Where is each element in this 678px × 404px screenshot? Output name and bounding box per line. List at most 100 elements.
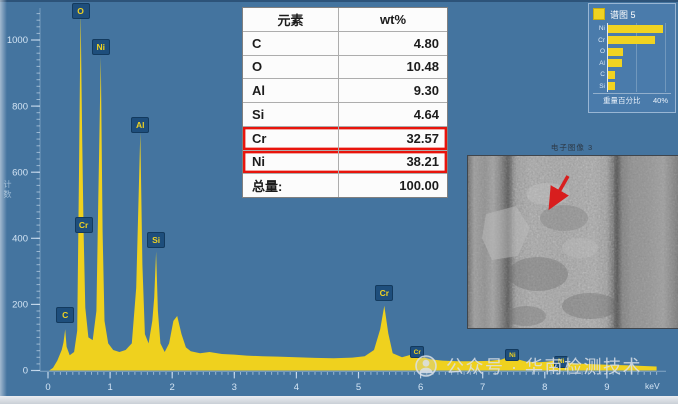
- legend-bar-track: [607, 80, 671, 92]
- legend-bar-al: [608, 59, 622, 67]
- legend-bar-row: Al: [593, 57, 671, 69]
- peak-marker-o: O: [71, 2, 90, 19]
- legend-bar-chart: Ni Cr O Al C Si: [593, 23, 671, 92]
- element-cell: Al: [252, 83, 265, 99]
- wechat-account-logo-icon: [415, 355, 437, 377]
- y-tick-label: 800: [12, 101, 28, 112]
- wt-cell: 32.57: [338, 126, 447, 150]
- table-row: C 4.80: [243, 30, 447, 55]
- legend-bar-ni: [608, 24, 664, 33]
- x-tick-label: 2: [170, 382, 175, 393]
- legend-gridline: [665, 23, 666, 92]
- y-tick-label: 0: [23, 366, 28, 377]
- peak-marker-ni: Ni: [505, 349, 520, 361]
- x-axis-unit-label: keV: [645, 381, 660, 391]
- x-tick-label: 4: [294, 382, 299, 393]
- x-tick-label: 7: [480, 382, 485, 393]
- peak-marker-ni: Ni: [91, 39, 110, 56]
- watermark-text: 公众号 · 华南检测技术: [446, 357, 642, 377]
- sem-image: [467, 155, 678, 329]
- y-tick-label: 400: [12, 234, 28, 245]
- legend-bar-row: Ni: [593, 23, 671, 35]
- peak-marker-al: Al: [131, 116, 150, 133]
- wt-cell: wt%: [338, 8, 447, 31]
- x-tick-label: 6: [418, 382, 423, 393]
- x-tick-label: 5: [356, 382, 361, 393]
- table-row: Si 4.64: [243, 102, 447, 126]
- element-wt-table: 元素 wt% C 4.80 O 10.48 Al 9.30 Si 4.64 Cr 32.57 Ni 38.…: [242, 7, 448, 198]
- peak-marker-si: Si: [147, 232, 166, 248]
- element-cell: C: [252, 35, 262, 51]
- x-tick-label: 9: [604, 382, 609, 393]
- x-tick-label: 0: [45, 382, 50, 393]
- peak-marker-cr: Cr: [410, 346, 425, 358]
- legend-bar-label: Al: [599, 59, 605, 67]
- slide-top-edge: [0, 0, 678, 2]
- table-row: Cr 32.57: [243, 125, 447, 150]
- legend-gridline: [636, 23, 637, 92]
- legend-bar-cr: [608, 36, 656, 44]
- element-cell: Cr: [252, 130, 267, 146]
- legend-axis-max: 40%: [652, 96, 668, 105]
- peak-marker-c: C: [56, 307, 75, 323]
- sem-inset: 电子图像 3: [467, 142, 678, 329]
- table-row: Al 9.30: [243, 78, 447, 102]
- y-axis-label: 计数: [3, 180, 12, 200]
- legend-bar-o: [608, 47, 624, 56]
- legend-axis-label: 重量百分比: [603, 96, 641, 105]
- table-row: Ni 38.21: [243, 149, 447, 174]
- legend-title-row: 谱图 5: [593, 7, 671, 21]
- legend-bar-row: O: [593, 46, 671, 58]
- slide-left-edge: [0, 0, 7, 396]
- legend-axis-row: 重量百分比 40%: [593, 93, 671, 107]
- x-tick-label: 8: [542, 382, 547, 393]
- element-cell: 元素: [277, 12, 304, 28]
- element-cell: Ni: [252, 154, 265, 170]
- legend-bar-label: O: [599, 48, 605, 56]
- legend-color-swatch: [593, 8, 605, 20]
- element-cell: 总量:: [252, 179, 283, 195]
- x-tick-label: 3: [232, 382, 237, 393]
- watermark: 公众号 · 华南检测技术: [414, 353, 642, 379]
- legend-bar-label: Cr: [598, 36, 605, 44]
- element-cell: O: [252, 59, 263, 75]
- legend-bar-track: [607, 34, 671, 46]
- legend-bar-c: [608, 70, 615, 79]
- annotation-arrow: [548, 175, 570, 211]
- wt-cell: 4.64: [338, 103, 447, 126]
- x-tick-label: 1: [107, 382, 112, 393]
- legend-bar-track: [607, 69, 671, 81]
- table-row: O 10.48: [243, 54, 447, 79]
- sem-caption: 电子图像 3: [550, 143, 594, 152]
- element-cell: Si: [252, 106, 265, 122]
- legend-bar-track: [607, 57, 671, 69]
- peak-marker-cr: Cr: [74, 217, 93, 234]
- legend-bar-row: Si: [593, 80, 671, 92]
- axes: 0 1 2 3 4 5 6 7 8 9 0 200 400 600 800 1000: [7, 8, 666, 393]
- y-tick-label: 600: [12, 167, 28, 178]
- legend-bar-row: C: [593, 69, 671, 81]
- table-total-row: 总量: 100.00: [243, 173, 447, 197]
- legend-bar-si: [608, 82, 615, 90]
- y-tick-label: 200: [12, 300, 28, 311]
- legend-bar-label: Ni: [598, 25, 605, 33]
- wt-cell: 38.21: [338, 150, 447, 174]
- wt-cell: 10.48: [338, 55, 447, 79]
- legend-bar-label: Si: [599, 82, 605, 90]
- legend-title: 谱图 5: [610, 9, 636, 20]
- y-tick-label: 1000: [7, 35, 28, 46]
- peak-marker-cr: Cr: [375, 285, 394, 302]
- slide-bottom-edge: [0, 396, 678, 404]
- wt-cell: 9.30: [338, 79, 447, 102]
- wt-cell: 100.00: [338, 174, 447, 197]
- legend-bar-row: Cr: [593, 34, 671, 46]
- table-header-row: 元素 wt%: [243, 8, 447, 31]
- peak-marker-ni: Ni: [554, 355, 569, 368]
- legend-bar-track: [607, 46, 671, 58]
- legend-bar-label: C: [600, 71, 605, 79]
- spectrum-legend-panel: 谱图 5 Ni Cr O Al C Si 重量百分比 40%: [588, 3, 676, 113]
- wt-cell: 4.80: [338, 31, 447, 55]
- legend-bar-track: [607, 23, 671, 35]
